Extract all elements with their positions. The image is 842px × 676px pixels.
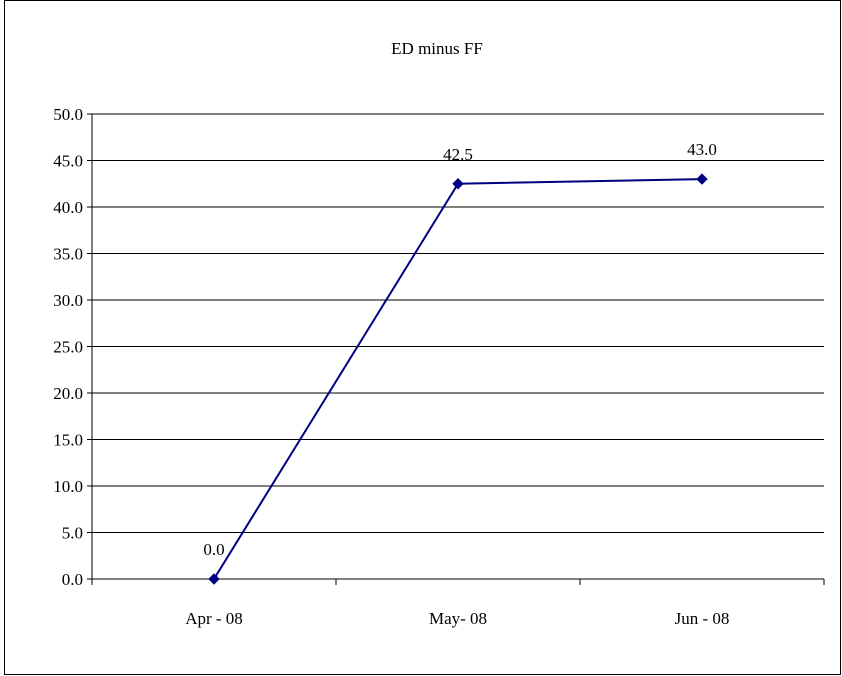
- y-tick-label: 20.0: [53, 384, 83, 403]
- y-tick-label: 10.0: [53, 477, 83, 496]
- y-tick-label: 40.0: [53, 198, 83, 217]
- chart-title: ED minus FF: [391, 39, 483, 58]
- y-tick-label: 15.0: [53, 431, 83, 450]
- y-axis-ticks: 0.0 5.0 10.0 15.0 20.0 25.0 30.0 35.0 40.0 45.0 50…: [53, 105, 92, 589]
- data-point-marker: [208, 573, 220, 585]
- series-line: [213, 178, 703, 580]
- data-point-marker: [452, 178, 464, 190]
- y-tick-label: 0.0: [62, 570, 83, 589]
- data-point-marker: [696, 173, 708, 185]
- x-tick-label: May- 08: [429, 609, 487, 628]
- x-tick-label: Jun - 08: [675, 609, 730, 628]
- x-axis-ticks: Apr - 08 May- 08 Jun - 08: [91, 579, 825, 628]
- y-tick-label: 45.0: [53, 152, 83, 171]
- y-tick-label: 30.0: [53, 291, 83, 310]
- y-tick-label: 35.0: [53, 245, 83, 264]
- gridlines: [92, 113, 824, 533]
- y-tick-label: 25.0: [53, 338, 83, 357]
- series-layer: [208, 173, 708, 585]
- data-label: 0.0: [203, 540, 224, 559]
- data-labels: 0.0 42.5 43.0: [203, 140, 717, 559]
- x-tick-label: Apr - 08: [185, 609, 243, 628]
- data-label: 42.5: [443, 145, 473, 164]
- chart-frame: [4, 0, 841, 675]
- data-label: 43.0: [687, 140, 717, 159]
- y-tick-label: 5.0: [62, 524, 83, 543]
- y-tick-label: 50.0: [53, 105, 83, 124]
